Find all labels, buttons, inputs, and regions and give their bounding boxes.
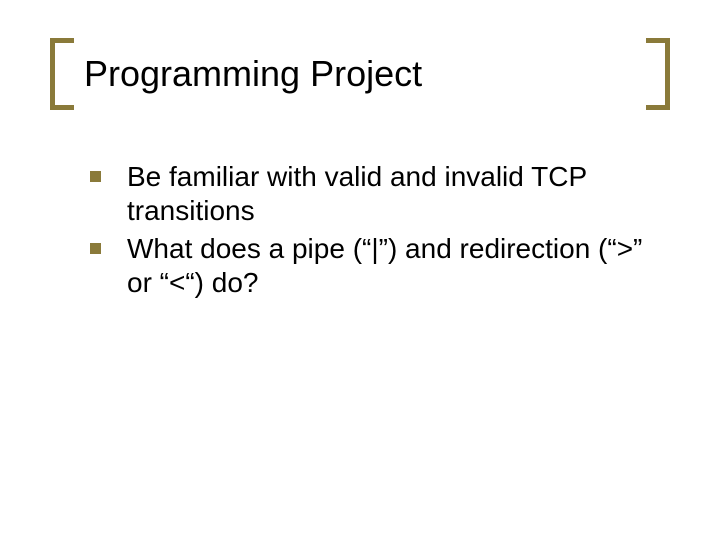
list-item: What does a pipe (“|”) and redirection (… [90,232,650,300]
title-bar: Programming Project [50,38,670,110]
square-bullet-icon [90,243,101,254]
square-bullet-icon [90,171,101,182]
bracket-right-icon [646,38,670,110]
content-area: Be familiar with valid and invalid TCP t… [50,160,670,301]
slide-title: Programming Project [80,53,640,95]
list-item: Be familiar with valid and invalid TCP t… [90,160,650,228]
bracket-left-icon [50,38,74,110]
bullet-text: What does a pipe (“|”) and redirection (… [127,232,650,300]
slide: Programming Project Be familiar with val… [0,0,720,540]
bullet-text: Be familiar with valid and invalid TCP t… [127,160,650,228]
